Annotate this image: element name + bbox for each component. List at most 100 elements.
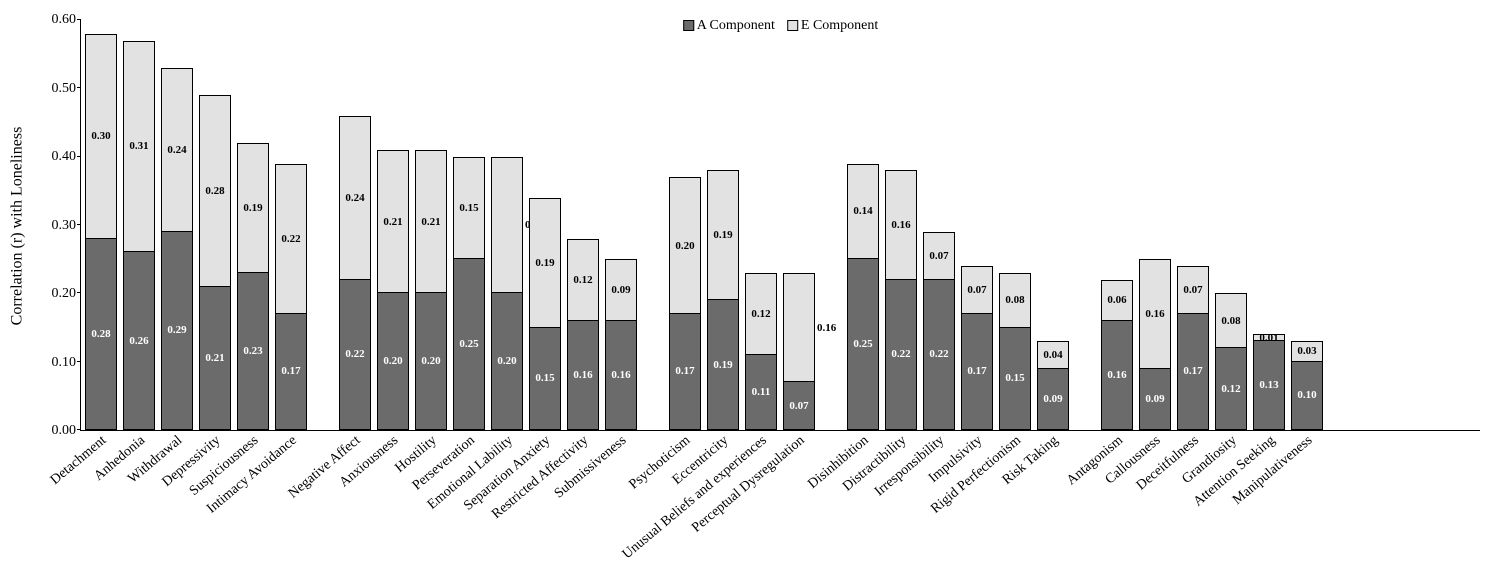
bar-segment-e: 0.12 (745, 273, 777, 355)
plot-area: A Component E Component 0.300.280.310.26… (80, 20, 1480, 431)
bar-segment-a: 0.22 (923, 280, 955, 430)
y-tick-mark (77, 361, 81, 362)
bar-value-a: 0.16 (1107, 369, 1126, 381)
bar-segment-a: 0.16 (1101, 321, 1133, 430)
bar-segment-e: 0.31 (123, 41, 155, 253)
bar-value-e: 0.24 (167, 144, 186, 156)
bar-segment-a: 0.23 (237, 273, 269, 430)
bar-value-e: 0.19 (535, 257, 554, 269)
bar-segment-e: 0.04 (1037, 341, 1069, 368)
y-tick-label: 0.10 (52, 355, 77, 371)
bar-segment-a: 0.15 (529, 328, 561, 431)
bar-value-a: 0.16 (573, 369, 592, 381)
bar-segment-e: 0.28 (199, 95, 231, 286)
bar-segment-e: 0.24 (161, 68, 193, 232)
bar-segment-a: 0.16 (567, 321, 599, 430)
bar-segment-e: 0.19 (237, 143, 269, 273)
bar-segment-a: 0.17 (669, 314, 701, 430)
bar: 0.240.22 (339, 20, 371, 430)
bar-segment-e: 0.01 (1253, 334, 1285, 341)
bar-value-a: 0.11 (752, 386, 771, 398)
bar-segment-e: 0.08 (1215, 293, 1247, 348)
bar-value-e: 0.21 (383, 216, 402, 228)
bar-value-e: 0.19 (713, 229, 732, 241)
y-tick-label: 0.50 (52, 81, 77, 97)
bar-segment-e: 0.09 (605, 259, 637, 321)
bar-value-a: 0.29 (167, 324, 186, 336)
bar: 0.16 0.09 (1139, 20, 1171, 430)
y-tick-mark (77, 156, 81, 157)
bar: 0.280.21 (199, 20, 231, 430)
bar-value-a: 0.17 (967, 365, 986, 377)
bar-value-e: 0.09 (611, 284, 630, 296)
y-tick-mark (77, 224, 81, 225)
bar-value-e: 0.16 (1145, 308, 1164, 320)
bar-value-a: 0.20 (383, 355, 402, 367)
y-tick-mark (77, 429, 81, 430)
bar: 0.300.28 (85, 20, 117, 430)
bar-value-e: 0.15 (459, 202, 478, 214)
bar: 0.210.20 (415, 20, 447, 430)
bar-segment-e: 0.21 (415, 150, 447, 294)
bar-segment-e: 0.15 (453, 157, 485, 260)
bar-segment-a: 0.20 (491, 293, 523, 430)
bar-value-a: 0.26 (129, 335, 148, 347)
bar-segment-a: 0.10 (1291, 362, 1323, 430)
bar-value-e: 0.24 (345, 192, 364, 204)
bar-segment-e: 0.21 (377, 150, 409, 294)
bar-segment-a: 0.09 (1139, 369, 1171, 431)
bar-value-e: 0.22 (281, 233, 300, 245)
bar-segment-e: 0.16 (1139, 259, 1171, 368)
bar-segment-a: 0.19 (707, 300, 739, 430)
bar-segment-e: 0.16 (783, 273, 815, 382)
bar-value-e: 0.03 (1297, 345, 1316, 357)
bar-value-a: 0.25 (459, 338, 478, 350)
bar-value-e: 0.12 (751, 308, 770, 320)
bar-segment-e: 0.08 (999, 273, 1031, 328)
bar-value-e: 0.21 (421, 216, 440, 228)
bar-segment-e: 0.19 (707, 170, 739, 300)
bar-segment-e: 0.06 (1101, 280, 1133, 321)
y-tick-mark (77, 87, 81, 88)
bar-segment-a: 0.25 (847, 259, 879, 430)
bar: 0.12 0.11 (745, 20, 777, 430)
bar-value-a: 0.07 (789, 400, 808, 412)
bar-segment-a: 0.17 (275, 314, 307, 430)
y-tick-label: 0.60 (52, 12, 77, 28)
bar-value-e: 0.06 (1107, 294, 1126, 306)
bar: 0.20 0.17 (669, 20, 701, 430)
bar-value-a: 0.25 (853, 338, 872, 350)
bar: 0.080.12 (1215, 20, 1247, 430)
y-axis-ticks: 0.000.100.200.300.400.500.60 (40, 20, 80, 431)
bar-segment-a: 0.17 (961, 314, 993, 430)
bar-segment-e: 0.07 (923, 232, 955, 280)
bar-value-a: 0.19 (713, 359, 732, 371)
bar: 0.070.17 (961, 20, 993, 430)
bar: 0.04 0.09 (1037, 20, 1069, 430)
bar-value-e: 0.16 (891, 219, 910, 231)
bar-segment-a: 0.20 (377, 293, 409, 430)
bars-area: 0.300.280.310.260.240.290.280.210.190.23… (81, 20, 1480, 430)
bar-segment-e: 0.20 (669, 177, 701, 314)
bar: 0.03 0.10 (1291, 20, 1323, 430)
bar-value-e: 0.08 (1005, 294, 1024, 306)
bar-value-a: 0.15 (1005, 372, 1024, 384)
bar-segment-e: 0.03 (1291, 341, 1323, 362)
bar-segment-e: 0.30 (85, 34, 117, 239)
bar: 0.010.13 (1253, 20, 1285, 430)
bar-value-e: 0.19 (243, 202, 262, 214)
bar: 0.21 0.20 (377, 20, 409, 430)
bar-segment-a: 0.15 (999, 328, 1031, 431)
bar-segment-e: 0.22 (275, 164, 307, 314)
bar-segment-e: 0.16 (885, 170, 917, 279)
bar-value-a: 0.09 (1043, 393, 1062, 405)
bar-value-a: 0.15 (535, 372, 554, 384)
bar: 0.12 0.16 (567, 20, 599, 430)
bar-value-e: 0.20 (675, 240, 694, 252)
bar-segment-a: 0.21 (199, 287, 231, 431)
bar-segment-a: 0.16 (605, 321, 637, 430)
bar: 0.140.25 (847, 20, 879, 430)
bar: 0.200.20 (491, 20, 523, 430)
bar-value-e: 0.12 (573, 274, 592, 286)
bar-segment-a: 0.09 (1037, 369, 1069, 431)
